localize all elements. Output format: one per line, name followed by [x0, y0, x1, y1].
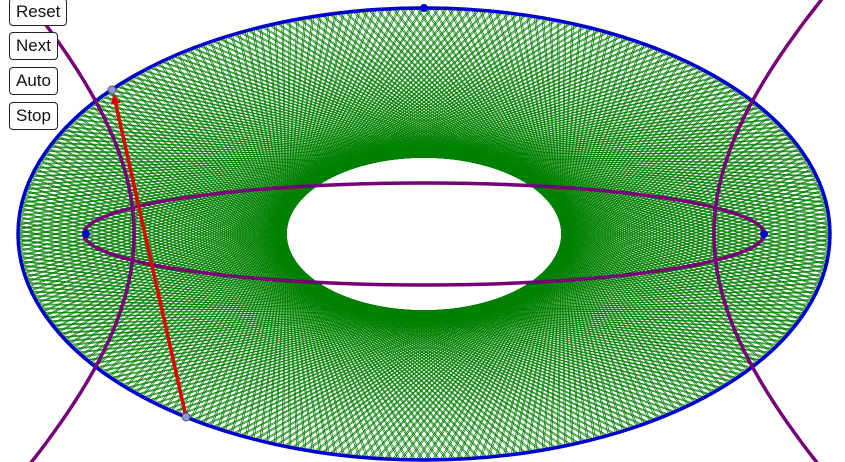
reset-button[interactable]: Reset: [9, 0, 68, 26]
focus-point-left[interactable]: [82, 230, 90, 238]
auto-button[interactable]: Auto: [9, 67, 58, 95]
top-vertex-point[interactable]: [420, 4, 428, 12]
chord-end-point[interactable]: [107, 85, 117, 95]
outer-ellipse: [16, 6, 832, 462]
stop-button[interactable]: Stop: [9, 102, 58, 130]
hyperbola-left-branch: [24, 0, 136, 462]
chord-start-point[interactable]: [181, 412, 191, 422]
chord-envelope-lines: [18, 8, 830, 460]
hyperbola-right-branch: [712, 0, 824, 462]
focus-point-right[interactable]: [760, 230, 768, 238]
moving-chord-arrow: [110, 94, 188, 418]
next-button[interactable]: Next: [9, 32, 58, 60]
